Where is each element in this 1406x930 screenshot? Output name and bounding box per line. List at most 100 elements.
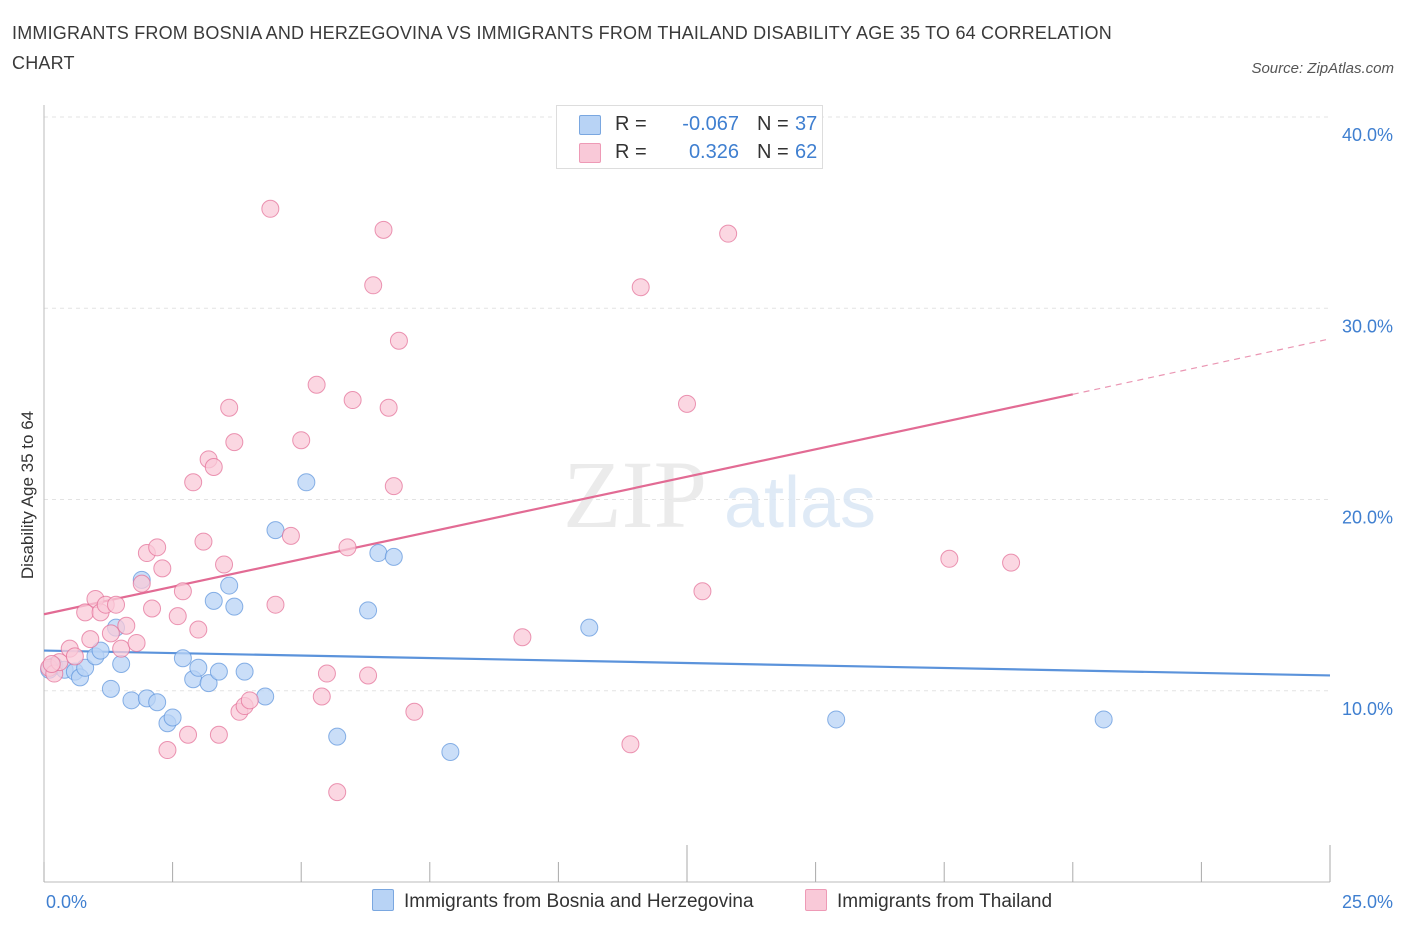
data-point-bosnia	[148, 693, 167, 712]
data-point-thailand	[405, 702, 424, 721]
data-point-thailand	[143, 599, 162, 618]
data-points	[40, 199, 1113, 802]
legend-item-bosnia: Immigrants from Bosnia and Herzegovina	[372, 889, 754, 913]
watermark-zip: ZIP	[563, 441, 707, 548]
correlation-legend: R = -0.067 N = 37 R = 0.326 N = 62	[556, 105, 823, 169]
data-point-thailand	[693, 582, 712, 601]
data-point-thailand	[240, 691, 259, 710]
n-label: N =	[757, 141, 789, 163]
watermark-atlas: atlas	[724, 463, 876, 543]
data-point-thailand	[117, 616, 136, 635]
data-point-bosnia	[328, 727, 347, 746]
data-point-thailand	[204, 457, 223, 476]
data-point-bosnia	[173, 649, 192, 668]
data-point-thailand	[389, 331, 408, 350]
data-point-bosnia	[1094, 710, 1113, 729]
data-point-thailand	[225, 433, 244, 452]
data-point-thailand	[42, 654, 61, 673]
data-point-thailand	[179, 725, 198, 744]
data-point-bosnia	[359, 601, 378, 620]
y-tick-label: 10.0%	[1342, 699, 1393, 719]
legend-label-bosnia: Immigrants from Bosnia and Herzegovina	[404, 891, 754, 912]
data-point-thailand	[107, 595, 126, 614]
data-point-thailand	[621, 735, 640, 754]
legend-label-thailand: Immigrants from Thailand	[837, 891, 1053, 912]
data-point-thailand	[292, 431, 311, 450]
data-point-thailand	[343, 391, 362, 410]
bosnia-swatch	[372, 889, 394, 911]
trend-line-0	[43, 649, 1331, 677]
data-point-thailand	[328, 783, 347, 802]
r-value: 0.326	[688, 141, 739, 163]
data-point-thailand	[338, 538, 357, 557]
data-point-thailand	[65, 647, 84, 666]
axes	[43, 105, 1331, 883]
watermark: ZIP atlas	[563, 441, 876, 548]
data-point-thailand	[359, 666, 378, 685]
data-point-bosnia	[369, 544, 388, 563]
data-point-bosnia	[266, 521, 285, 540]
thailand-swatch	[805, 889, 827, 911]
trend-line-extension-1	[1072, 338, 1331, 395]
data-point-thailand	[1002, 553, 1021, 572]
data-point-bosnia	[441, 742, 460, 761]
data-point-bosnia	[163, 708, 182, 727]
data-point-thailand	[379, 398, 398, 417]
tick-labels: 10.0% 20.0% 30.0% 40.0% 0.0% 25.0%	[46, 125, 1393, 912]
data-point-bosnia	[256, 687, 275, 706]
data-point-thailand	[127, 633, 146, 652]
data-point-bosnia	[91, 641, 110, 660]
data-point-thailand	[81, 630, 100, 649]
y-axis-label: Disability Age 35 to 64	[18, 411, 37, 579]
data-point-bosnia	[235, 662, 254, 681]
data-point-thailand	[261, 199, 280, 218]
data-point-thailand	[101, 624, 120, 643]
data-point-thailand	[215, 555, 234, 574]
data-point-bosnia	[580, 618, 599, 637]
data-point-bosnia	[827, 710, 846, 729]
x-tick-label: 25.0%	[1342, 892, 1393, 912]
data-point-thailand	[312, 687, 331, 706]
data-point-thailand	[266, 595, 285, 614]
x-tick-label: 0.0%	[46, 892, 87, 912]
data-point-thailand	[168, 607, 187, 626]
n-value: 62	[795, 141, 818, 163]
data-point-thailand	[281, 526, 300, 545]
r-label: R =	[615, 141, 647, 163]
data-point-bosnia	[122, 691, 141, 710]
data-point-bosnia	[220, 576, 239, 595]
trend-lines	[43, 338, 1331, 677]
chart-title: IMMIGRANTS FROM BOSNIA AND HERZEGOVINA V…	[12, 23, 1112, 73]
data-point-thailand	[220, 398, 239, 417]
data-point-bosnia	[209, 662, 228, 681]
data-point-thailand	[189, 620, 208, 639]
data-point-thailand	[631, 278, 650, 297]
y-tick-label: 20.0%	[1342, 508, 1393, 528]
data-point-bosnia	[297, 473, 316, 492]
data-point-thailand	[194, 532, 213, 551]
data-point-bosnia	[204, 591, 223, 610]
data-point-thailand	[173, 582, 192, 601]
data-point-thailand	[209, 725, 228, 744]
data-point-thailand	[374, 220, 393, 239]
r-label: R =	[615, 113, 647, 135]
y-tick-label: 30.0%	[1342, 316, 1393, 336]
n-label: N =	[757, 113, 789, 135]
data-point-thailand	[384, 477, 403, 496]
data-point-thailand	[148, 538, 167, 557]
legend-item-thailand: Immigrants from Thailand	[805, 889, 1052, 913]
n-value: 37	[795, 113, 818, 135]
data-point-bosnia	[101, 679, 120, 698]
data-point-thailand	[940, 549, 959, 568]
data-point-bosnia	[225, 597, 244, 616]
source-credit: Source: ZipAtlas.com	[1251, 60, 1394, 77]
data-point-thailand	[184, 473, 203, 492]
data-point-bosnia	[112, 654, 131, 673]
data-point-bosnia	[384, 547, 403, 566]
data-point-thailand	[513, 628, 532, 647]
data-point-thailand	[719, 224, 738, 243]
data-point-thailand	[153, 559, 172, 578]
bosnia-swatch	[579, 115, 601, 135]
data-point-thailand	[678, 394, 696, 413]
